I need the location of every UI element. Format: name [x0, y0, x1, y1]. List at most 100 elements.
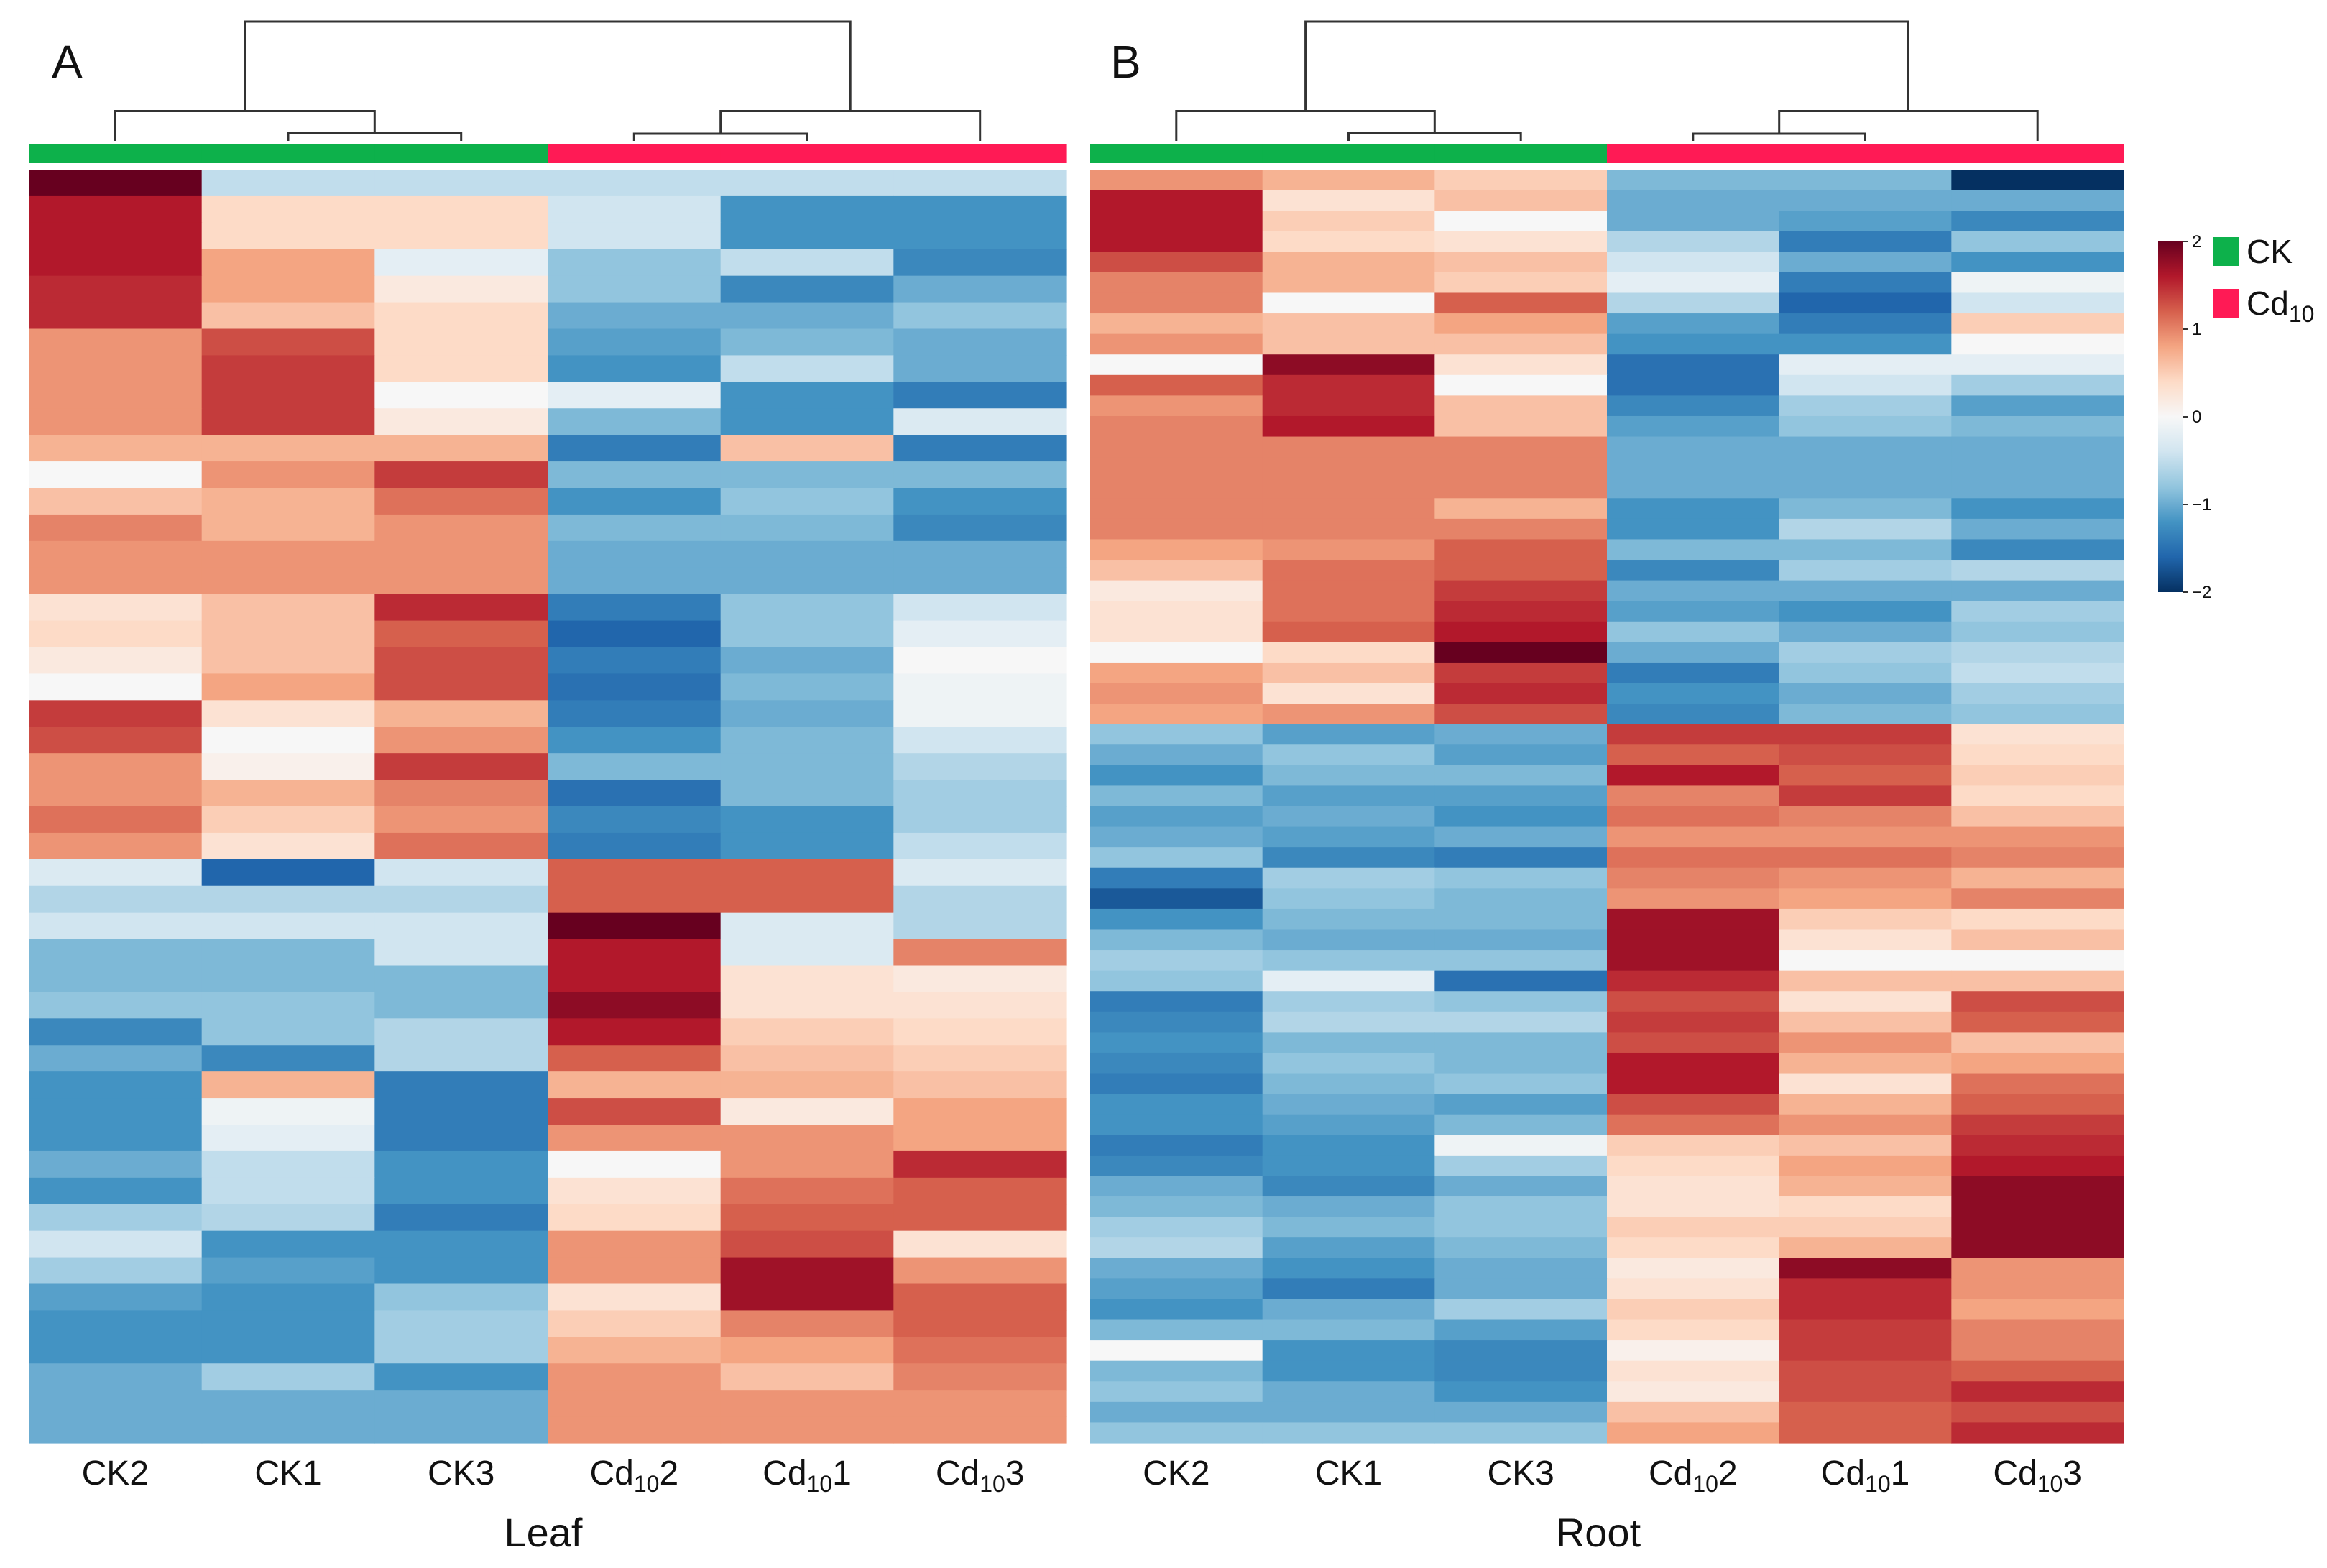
root-cell — [1262, 170, 1435, 191]
leaf-cell — [201, 1257, 375, 1285]
root-group-bar — [1090, 144, 2124, 163]
root-cell — [1607, 1196, 1780, 1218]
root-cell — [1262, 1155, 1435, 1177]
leaf-cell — [720, 302, 894, 330]
leaf-cell — [201, 939, 375, 967]
leaf-cell — [720, 647, 894, 675]
root-group-cell-ck — [1090, 144, 1263, 163]
leaf-column-label: Cd103 — [936, 1454, 1025, 1497]
leaf-cell — [548, 1337, 722, 1364]
root-cell — [1779, 908, 1952, 931]
leaf-cell — [374, 1045, 548, 1072]
root-cell — [1262, 354, 1435, 376]
leaf-cell — [374, 1310, 548, 1337]
panel-label-a: A — [52, 36, 83, 88]
root-cell — [1951, 847, 2124, 869]
root-cell — [1779, 1073, 1952, 1094]
root-cell — [1090, 1258, 1263, 1279]
root-cell — [1434, 1011, 1608, 1033]
leaf-cell — [374, 1283, 548, 1311]
color-scale-tick-label: −2 — [2192, 583, 2211, 602]
leaf-cell — [201, 1018, 375, 1046]
leaf-cell — [548, 382, 722, 409]
root-cell — [1607, 436, 1780, 458]
root-cell — [1090, 601, 1263, 622]
root-cell — [1607, 991, 1780, 1013]
root-cell — [1262, 683, 1435, 704]
root-heatmap-cells — [1090, 170, 2124, 1444]
root-cell — [1262, 374, 1435, 396]
root-cell — [1434, 724, 1608, 745]
root-cell — [1607, 292, 1780, 314]
root-cell — [1951, 1217, 2124, 1238]
root-cell — [1262, 601, 1435, 622]
leaf-cell — [548, 355, 722, 382]
root-cell — [1607, 1278, 1780, 1300]
root-cell — [1951, 1401, 2124, 1424]
leaf-cell — [893, 594, 1067, 622]
leaf-cell — [29, 1257, 203, 1285]
root-cell — [1434, 1237, 1608, 1259]
root-cell — [1607, 1073, 1780, 1094]
root-cell — [1607, 333, 1780, 355]
root-cell — [1951, 1340, 2124, 1362]
leaf-cell — [893, 1337, 1067, 1364]
root-cell — [1434, 292, 1608, 314]
leaf-cell — [548, 275, 722, 303]
root-cell — [1090, 642, 1263, 663]
leaf-cell — [893, 939, 1067, 967]
root-cell — [1434, 1381, 1608, 1403]
root-cell — [1090, 313, 1263, 335]
leaf-cell — [893, 780, 1067, 807]
root-cell — [1090, 1340, 1263, 1362]
root-cell — [1779, 211, 1952, 232]
leaf-cell — [374, 780, 548, 807]
leaf-group-cell-ck — [374, 144, 548, 163]
leaf-cell — [720, 514, 894, 542]
legend-swatch-ck — [2213, 237, 2239, 266]
leaf-cell — [548, 753, 722, 780]
leaf-cell — [548, 1204, 722, 1232]
root-cell — [1779, 170, 1952, 191]
leaf-cell — [893, 408, 1067, 435]
leaf-cell — [720, 1416, 894, 1444]
root-column-label: Cd103 — [1993, 1454, 2082, 1497]
leaf-cell — [893, 1310, 1067, 1337]
leaf-cell — [29, 222, 203, 250]
leaf-cell — [720, 488, 894, 515]
leaf-cell — [720, 620, 894, 648]
root-cell — [1779, 950, 1952, 972]
leaf-cell — [374, 195, 548, 223]
leaf-cell — [548, 222, 722, 250]
root-cell — [1262, 1217, 1435, 1238]
root-cell — [1434, 190, 1608, 211]
leaf-cell — [548, 1416, 722, 1444]
root-cell — [1090, 354, 1263, 376]
leaf-cell — [374, 382, 548, 409]
leaf-cell — [29, 302, 203, 330]
leaf-group-cell-ck — [29, 144, 203, 163]
leaf-cell — [720, 382, 894, 409]
leaf-group-cell-cd10 — [548, 144, 722, 163]
leaf-dendrogram-branch — [632, 132, 808, 141]
leaf-cell — [201, 540, 375, 568]
leaf-cell — [548, 302, 722, 330]
leaf-cell — [720, 1098, 894, 1125]
leaf-heatmap-panel: A CK2 CK1 CK3 Cd102 Cd101 Cd103 Leaf — [29, 20, 1067, 1555]
leaf-cell — [720, 222, 894, 250]
root-cell — [1779, 1196, 1952, 1218]
leaf-cell — [29, 806, 203, 834]
leaf-cell — [201, 408, 375, 435]
root-cell — [1951, 395, 2124, 417]
leaf-column-label: CK2 — [82, 1454, 149, 1493]
root-cell — [1607, 457, 1780, 479]
root-cell — [1951, 170, 2124, 191]
root-cell — [1779, 1278, 1952, 1300]
leaf-cell — [720, 992, 894, 1019]
root-cell — [1262, 190, 1435, 211]
root-cell — [1951, 662, 2124, 684]
leaf-cell — [29, 1150, 203, 1179]
root-cell — [1607, 211, 1780, 232]
root-cell — [1779, 642, 1952, 663]
